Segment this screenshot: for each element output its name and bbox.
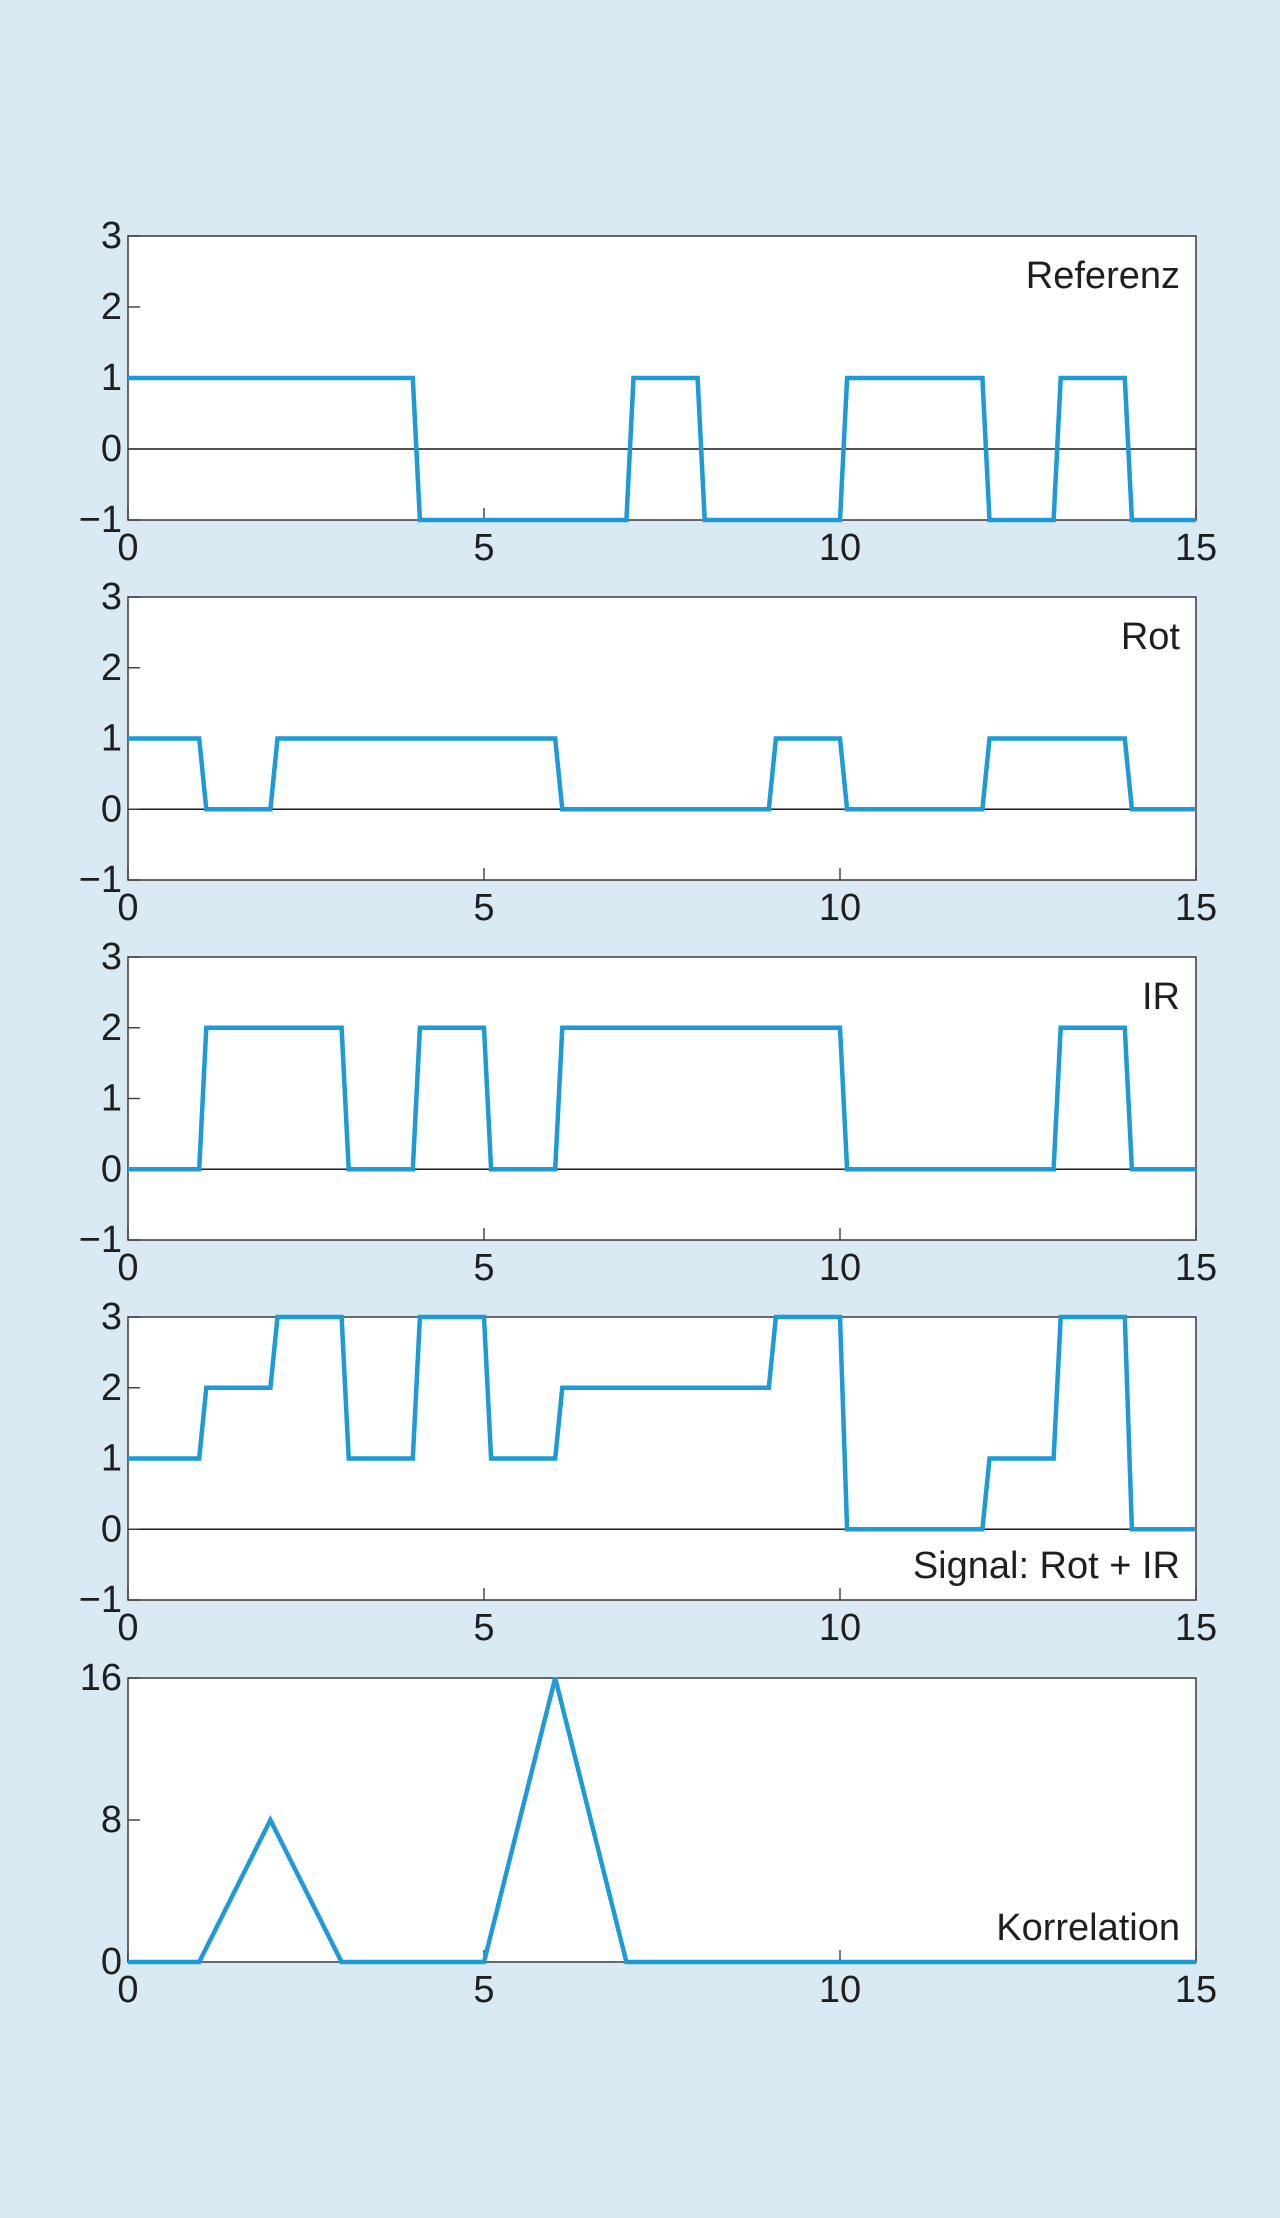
series-line-korrelation	[128, 1677, 1196, 1965]
y-tick-label: 3	[101, 215, 122, 257]
x-tick-label: 15	[1175, 527, 1217, 569]
y-tick-label: −1	[79, 1219, 122, 1261]
panel-5: 0 8 16 0 5 10 15 Korrelation	[80, 1657, 1217, 2011]
panel-label: Referenz	[1026, 255, 1180, 297]
x-tick-label: 10	[819, 527, 861, 569]
y-tick-label: 16	[80, 1657, 122, 1699]
y-tick-label: −1	[79, 1579, 122, 1621]
plot-area	[127, 956, 1197, 1241]
y-tick-label: 3	[101, 576, 122, 618]
x-tick-label: 0	[117, 1607, 138, 1649]
series-line-signal-rot-ir	[128, 1314, 1196, 1532]
panel-label: Korrelation	[996, 1907, 1180, 1949]
x-tick-label: 5	[473, 1969, 494, 2011]
plot-area	[127, 1677, 1197, 1963]
x-tick-label: 0	[117, 527, 138, 569]
panel-label: IR	[1142, 976, 1180, 1018]
y-tick-label: 1	[101, 1078, 122, 1120]
x-tick-label: 0	[117, 1247, 138, 1289]
x-tick-label: 5	[473, 527, 494, 569]
x-tick-label: 10	[819, 1607, 861, 1649]
x-tick-label: 10	[819, 887, 861, 929]
panel-label: Rot	[1121, 616, 1181, 658]
y-tick-label: 2	[101, 1367, 122, 1409]
y-tick-label: 2	[101, 286, 122, 328]
y-tick-label: 1	[101, 718, 122, 760]
x-tick-label: 10	[819, 1247, 861, 1289]
y-tick-label: 0	[101, 1941, 122, 1983]
x-tick-label: 5	[473, 887, 494, 929]
x-tick-label: 5	[473, 1247, 494, 1289]
y-tick-label: 1	[101, 357, 122, 399]
series-line-referenz	[128, 375, 1196, 523]
y-tick-label: 0	[101, 1148, 122, 1190]
panel-label: Signal: Rot + IR	[913, 1545, 1180, 1587]
y-tick-label: 0	[101, 428, 122, 470]
x-tick-label: 10	[819, 1969, 861, 2011]
y-tick-label: 0	[101, 1508, 122, 1550]
x-tick-label: 0	[117, 887, 138, 929]
x-tick-label: 5	[473, 1607, 494, 1649]
y-tick-label: −1	[79, 499, 122, 541]
x-tick-label: 15	[1175, 1969, 1217, 2011]
series-line-ir	[128, 1025, 1196, 1172]
y-tick-label: 2	[101, 647, 122, 689]
x-tick-label: 15	[1175, 887, 1217, 929]
series-line-rot	[128, 736, 1196, 812]
x-tick-label: 0	[117, 1969, 138, 2011]
y-tick-label: 0	[101, 788, 122, 830]
x-tick-label: 15	[1175, 1607, 1217, 1649]
y-tick-label: 3	[101, 1296, 122, 1338]
y-tick-label: 8	[101, 1799, 122, 1841]
y-tick-label: 3	[101, 936, 122, 978]
y-tick-label: 1	[101, 1438, 122, 1480]
y-tick-label: −1	[79, 859, 122, 901]
y-tick-label: 2	[101, 1007, 122, 1049]
x-tick-label: 15	[1175, 1247, 1217, 1289]
